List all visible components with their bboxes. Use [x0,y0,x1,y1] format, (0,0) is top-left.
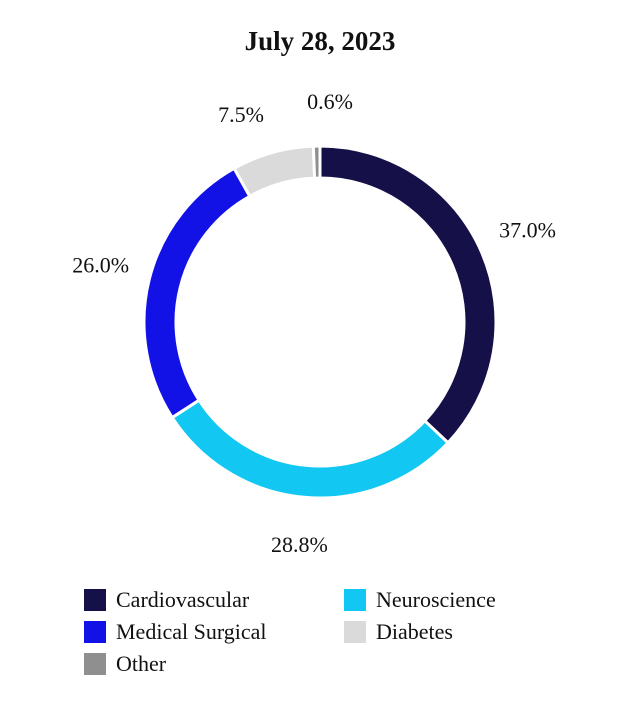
legend-swatch-other [84,653,106,675]
slice-label-cardiovascular: 37.0% [499,218,556,243]
legend-swatch-cardiovascular [84,589,106,611]
slice-cardiovascular [318,144,498,445]
legend-label-neuroscience: Neuroscience [376,587,496,612]
legend-item-medical-surgical: Medical Surgical [84,618,344,646]
legend-label-medical-surgical: Medical Surgical [116,619,267,644]
legend-item-diabetes: Diabetes [344,618,564,646]
slice-label-medical-surgical: 26.0% [72,253,129,278]
slice-diabetes [232,144,317,199]
legend-swatch-neuroscience [344,589,366,611]
legend-item-neuroscience: Neuroscience [344,586,564,614]
legend-swatch-medical-surgical [84,621,106,643]
legend: Cardiovascular Neuroscience Medical Surg… [84,586,564,678]
slice-label-neuroscience: 28.8% [271,532,328,557]
legend-swatch-diabetes [344,621,366,643]
slice-label-other: 0.6% [307,89,353,114]
legend-label-diabetes: Diabetes [376,619,453,644]
chart-title: July 28, 2023 [244,26,396,56]
legend-label-other: Other [116,651,167,676]
slice-medical-surgical [142,166,252,420]
legend-item-other: Other [84,650,344,678]
legend-item-cardiovascular: Cardiovascular [84,586,344,614]
slice-neuroscience [170,398,451,500]
legend-label-cardiovascular: Cardiovascular [116,587,250,612]
slice-other [311,144,322,180]
slice-label-diabetes: 7.5% [218,102,264,127]
